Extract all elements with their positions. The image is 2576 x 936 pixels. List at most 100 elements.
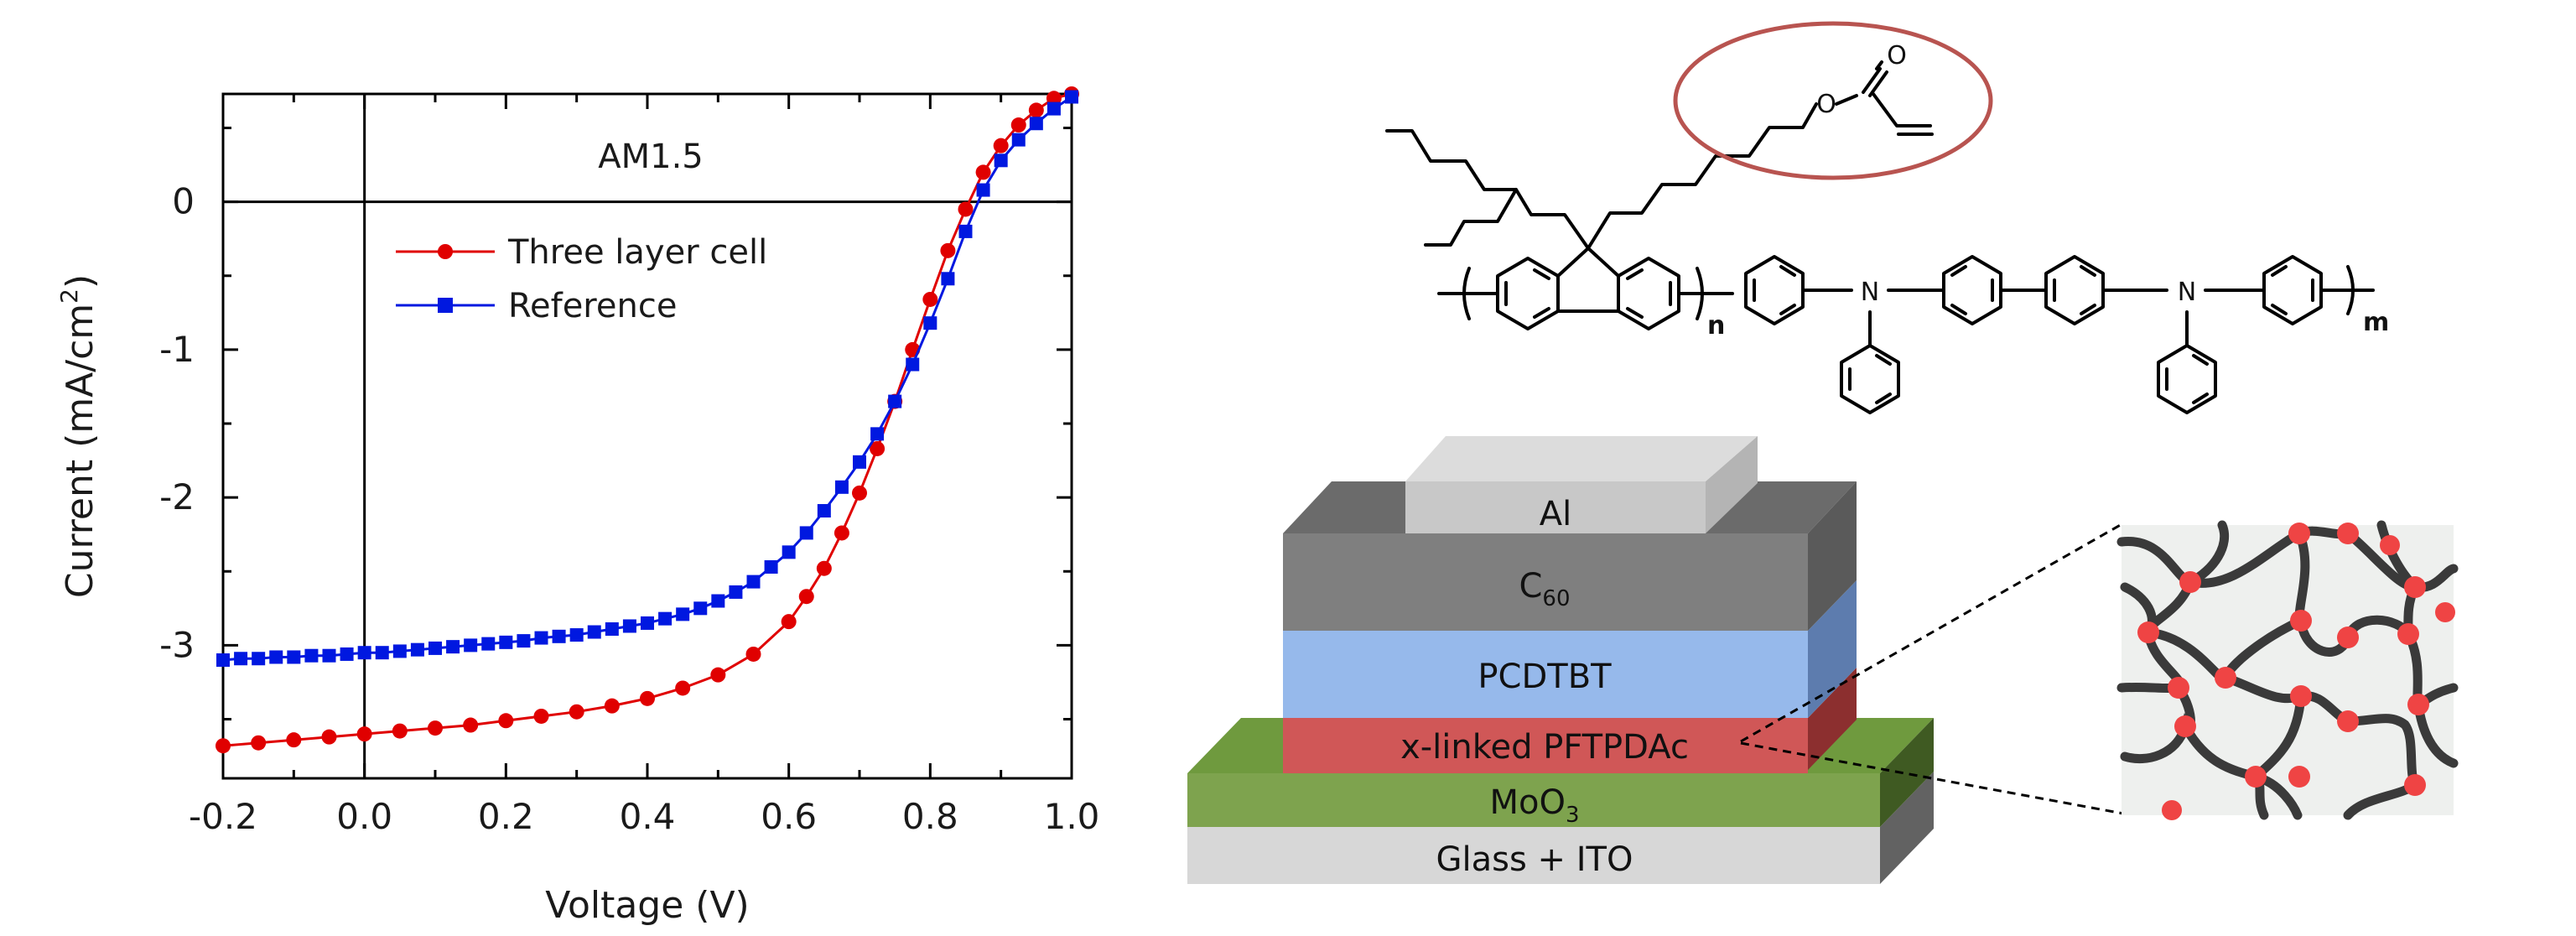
moo3-label: MoO3 xyxy=(1489,783,1579,828)
data-point xyxy=(464,638,478,653)
y-tick-label: -2 xyxy=(159,476,195,517)
data-point xyxy=(605,621,619,636)
data-point xyxy=(975,164,991,180)
al-top xyxy=(1405,436,1758,481)
bracket-left xyxy=(1462,267,1471,320)
data-point xyxy=(710,667,726,683)
x-tick-label: 0.6 xyxy=(761,796,817,837)
data-point xyxy=(569,628,584,642)
phenyl-ring-1 xyxy=(1744,255,1805,325)
data-point xyxy=(569,704,584,720)
data-point xyxy=(216,653,230,668)
data-point xyxy=(392,723,408,739)
polymer-structure xyxy=(1385,60,2375,414)
acrylate-highlight-ellipse xyxy=(1673,21,1993,180)
y-tick-label: -1 xyxy=(159,329,195,370)
atom-o-ester: O xyxy=(1816,90,1836,119)
al-side xyxy=(1706,436,1758,533)
y-axis-label-sup: 2 xyxy=(55,289,83,304)
data-point xyxy=(428,641,442,655)
data-point xyxy=(1028,102,1044,118)
data-point xyxy=(357,646,371,660)
x-tick-label: -0.2 xyxy=(189,796,257,837)
data-point xyxy=(481,637,496,651)
data-point xyxy=(729,585,743,599)
ethyl-branch xyxy=(1424,188,1518,247)
zero-axes xyxy=(223,94,1072,778)
data-point xyxy=(375,646,389,660)
atom-o-carbonyl: O xyxy=(1887,41,1907,70)
glass-ito-front xyxy=(1187,827,1880,884)
data-point xyxy=(622,619,636,633)
data-point xyxy=(428,720,443,736)
data-point xyxy=(499,635,513,649)
data-point xyxy=(251,735,267,751)
data-point xyxy=(711,594,725,608)
data-point xyxy=(216,738,231,754)
data-point xyxy=(922,291,938,307)
data-point xyxy=(252,652,266,666)
phenyl-ring-n2 xyxy=(2157,344,2217,414)
data-point xyxy=(906,357,920,372)
atom-n-2: N xyxy=(2178,278,2196,307)
data-point xyxy=(517,634,531,648)
pcdtbt-front xyxy=(1283,631,1808,718)
data-point xyxy=(604,698,620,714)
phenyl-ring-2 xyxy=(1942,255,2002,325)
data-point xyxy=(958,201,974,217)
data-point xyxy=(234,652,248,666)
data-point xyxy=(781,614,797,630)
data-point xyxy=(552,629,566,643)
data-point xyxy=(410,642,424,657)
data-point xyxy=(853,455,866,469)
data-point xyxy=(676,607,690,621)
legend: Three layer cell Reference xyxy=(396,233,767,325)
data-point xyxy=(304,648,319,663)
acrylate-chain xyxy=(1587,102,1818,250)
data-point xyxy=(799,526,813,540)
al-label: Al xyxy=(1540,495,1571,533)
moo3-label-sub: 3 xyxy=(1566,803,1580,828)
data-point xyxy=(1046,101,1061,116)
moo3-front xyxy=(1187,773,1880,827)
series-line xyxy=(222,96,1072,662)
al-front xyxy=(1405,481,1706,533)
data-point xyxy=(286,732,302,748)
data-point xyxy=(852,485,867,501)
x-tick-label: 0.8 xyxy=(902,796,958,837)
repeat-m-label: m xyxy=(2363,308,2389,337)
atom-n-1: N xyxy=(1861,278,1879,307)
phenyl-ring-n1 xyxy=(1840,344,1900,414)
data-point xyxy=(693,601,708,616)
data-point xyxy=(498,713,514,729)
y-axis-label-main: Current (mA/cm xyxy=(59,304,101,598)
y-axis-label-end: ) xyxy=(59,274,101,289)
data-point xyxy=(340,647,354,661)
c60-side xyxy=(1808,481,1857,631)
data-point xyxy=(746,575,761,589)
data-point xyxy=(321,729,337,745)
moo3-side xyxy=(1880,718,1934,827)
y-axis-label: Current (mA/cm2) xyxy=(55,274,101,598)
data-point xyxy=(764,559,778,574)
structure-labels: n m O O N N xyxy=(1707,41,2389,341)
jv-chart: -0.2 0.0 0.2 0.4 0.6 0.8 1.0 0 -1 -2 -3 AM1.5 Thre… xyxy=(55,86,1099,927)
zoom-line-top xyxy=(1740,522,2124,743)
data-point xyxy=(533,708,549,724)
x-axis-label: Voltage (V) xyxy=(545,884,749,927)
fluorene-five-ring xyxy=(1556,247,1620,278)
data-point xyxy=(834,480,849,494)
xlinked-label: x-linked PFTPDAc xyxy=(1400,728,1689,767)
data-point xyxy=(446,640,460,654)
device-stack: Al C60 PCDTBT x-linked PFTPDAc MoO3 Glas… xyxy=(1187,436,1934,884)
data-point xyxy=(816,560,832,576)
data-point xyxy=(994,153,1008,168)
tick-labels: -0.2 0.0 0.2 0.4 0.6 0.8 1.0 0 -1 -2 -3 xyxy=(159,181,1099,837)
annotation-label: AM1.5 xyxy=(598,138,704,176)
c60-front xyxy=(1283,533,1808,631)
data-point xyxy=(392,644,407,658)
network-crosslink-nodes xyxy=(2137,523,2455,820)
data-point xyxy=(356,726,372,742)
legend-marker-reference xyxy=(438,298,453,313)
